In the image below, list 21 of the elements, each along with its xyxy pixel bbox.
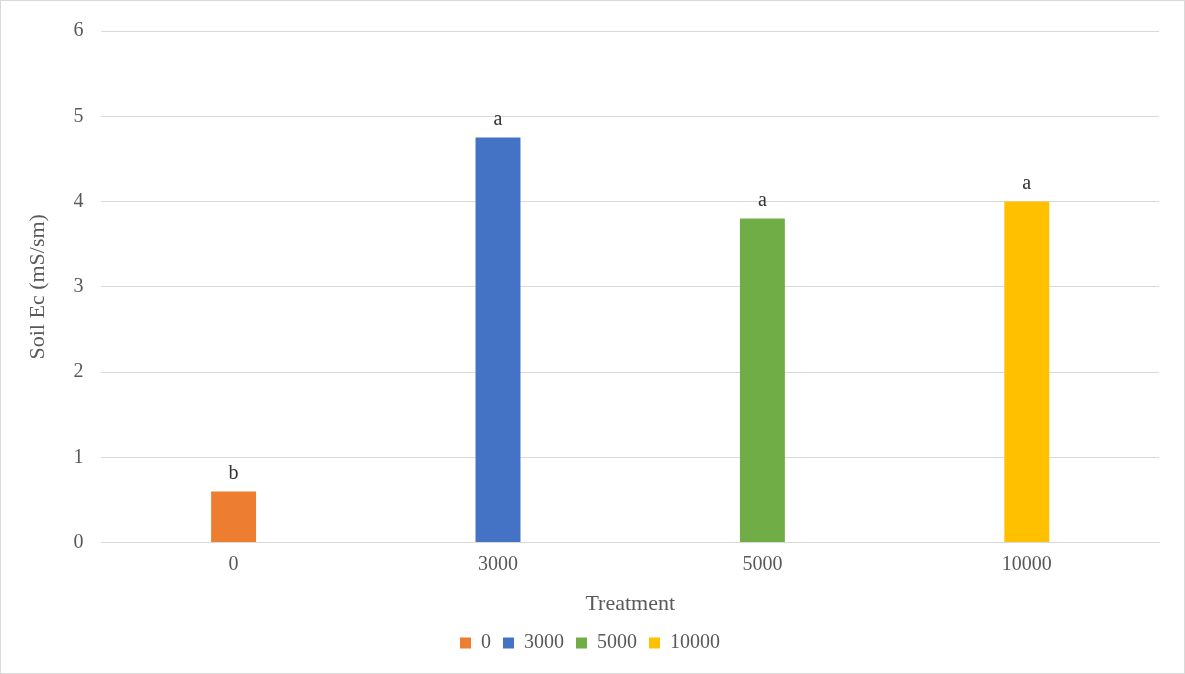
y-tick-label: 5 [73,103,84,126]
x-tick-label: 10000 [1001,551,1052,574]
y-axis-title: Soil Ec (mS/sm) [23,214,49,360]
x-tick-label: 0 [228,551,239,574]
x-tick-label: 3000 [478,551,518,574]
x-tick-label: 5000 [742,551,783,574]
y-tick-label: 0 [73,529,84,552]
legend-label: 3000 [524,630,564,653]
y-tick-label: 1 [73,444,84,467]
y-tick-label: 4 [73,188,84,211]
annotation: a [1022,170,1032,193]
legend-label: 10000 [670,630,720,653]
y-tick-label: 3 [73,274,84,297]
y-tick-label: 6 [73,18,84,41]
legend-label: 0 [481,630,491,653]
x-axis-title: Treatment [585,589,676,615]
annotation: a [757,187,767,210]
legend-label: 5000 [597,630,637,653]
annotation: a [493,106,503,129]
y-tick-label: 2 [73,359,84,382]
annotation: b [228,460,239,483]
